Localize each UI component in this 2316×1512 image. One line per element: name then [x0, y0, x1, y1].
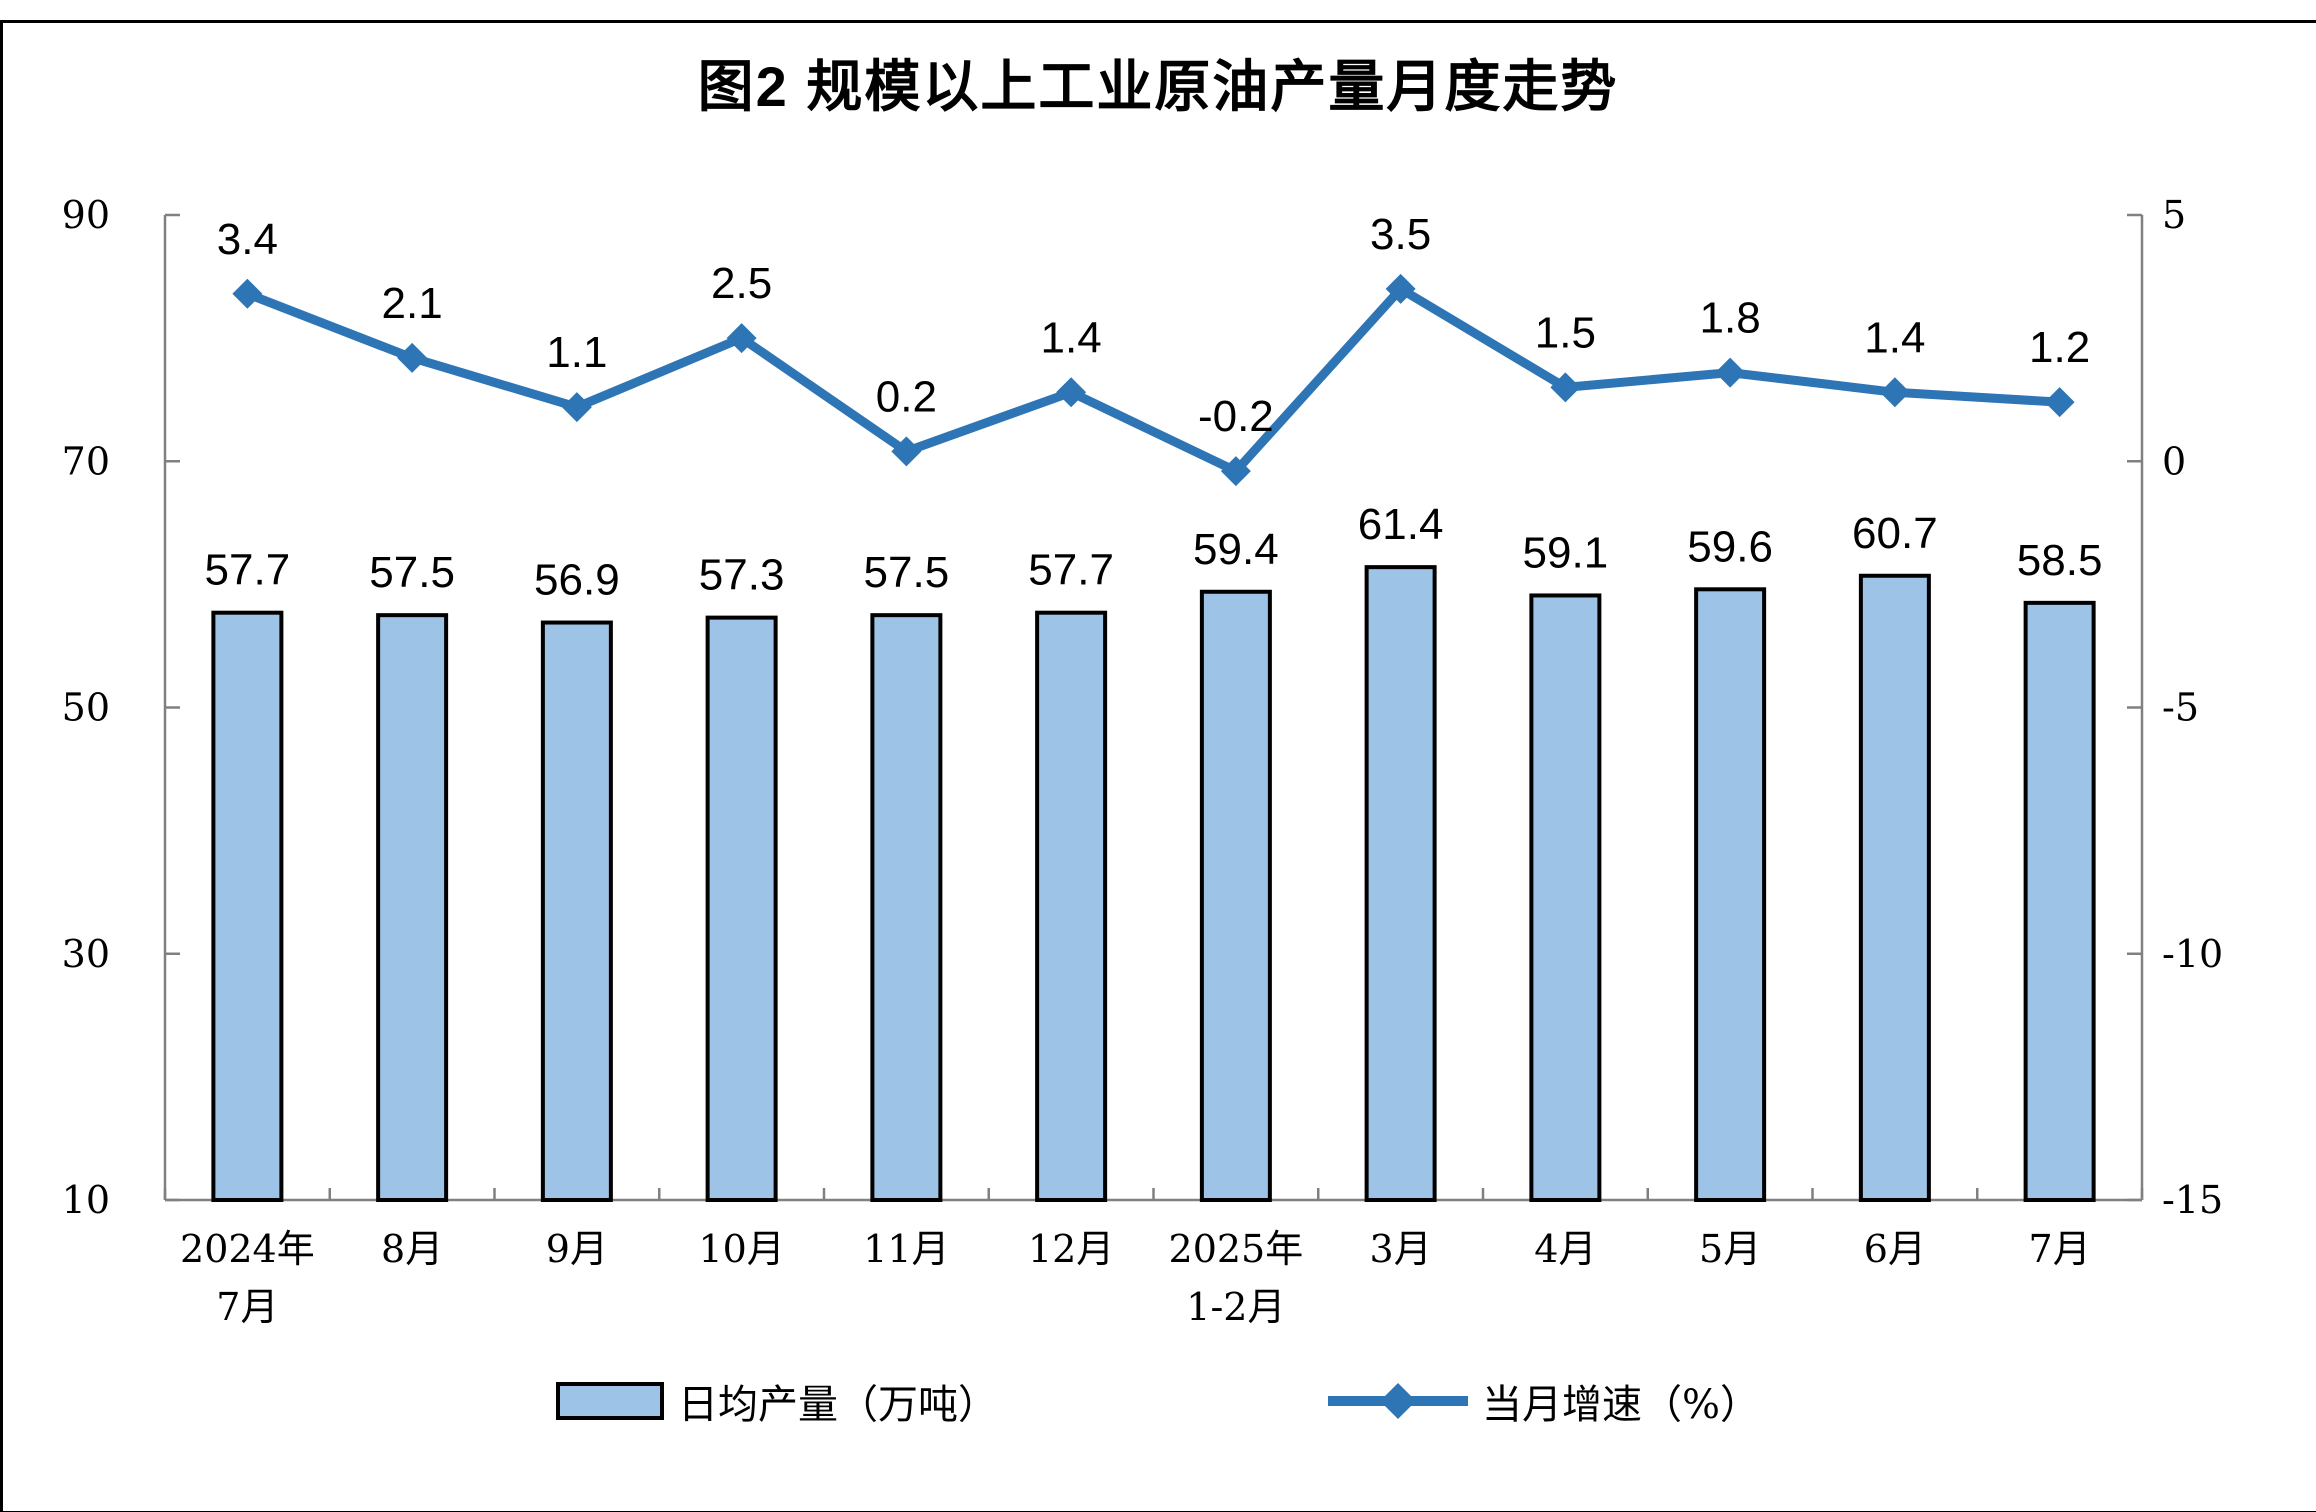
right-axis-tick-label: 0 — [2162, 439, 2186, 483]
bar-value-label: 57.5 — [864, 548, 950, 597]
x-axis-label: 11月 — [863, 1227, 949, 1271]
line-marker — [561, 392, 592, 423]
line-value-label: 1.4 — [1864, 313, 1925, 362]
line-marker — [232, 278, 263, 309]
x-axis-label: 6月 — [1864, 1227, 1926, 1271]
right-axis-tick-label: -10 — [2162, 932, 2223, 976]
line-value-label: 2.5 — [711, 259, 772, 308]
line-value-label: 3.5 — [1370, 210, 1431, 259]
line-marker — [891, 436, 922, 467]
bar — [1364, 565, 1437, 1202]
right-axis-tick-label: 5 — [2162, 193, 2186, 237]
x-axis-label: 7月 — [216, 1285, 278, 1329]
x-axis-label: 3月 — [1370, 1227, 1432, 1271]
line-marker — [1550, 372, 1581, 403]
bar-value-label: 56.9 — [534, 556, 620, 605]
x-axis-label: 2024年 — [180, 1227, 315, 1271]
bar — [1529, 593, 1602, 1202]
line-marker — [1385, 273, 1416, 304]
bar-value-label: 59.6 — [1687, 522, 1773, 571]
x-axis-label: 4月 — [1534, 1227, 1596, 1271]
x-axis-label: 10月 — [698, 1227, 784, 1271]
bar — [1199, 589, 1272, 1202]
bar-value-label: 57.5 — [369, 548, 455, 597]
line-value-label: 2.1 — [382, 279, 443, 328]
right-axis-tick-label: -15 — [2162, 1178, 2223, 1222]
line-marker — [1056, 377, 1087, 408]
bar-value-label: 60.7 — [1852, 509, 1938, 558]
bar-value-label: 57.7 — [205, 546, 291, 595]
left-axis-tick-label: 30 — [62, 932, 110, 976]
legend-label-production: 日均产量（万吨） — [677, 1382, 998, 1428]
chart-title: 图2 规模以上工业原油产量月度走势 — [697, 55, 1619, 118]
x-axis-label: 9月 — [546, 1227, 608, 1271]
bar-value-label: 57.3 — [699, 551, 785, 600]
bar-value-label: 61.4 — [1358, 500, 1444, 549]
bar — [1694, 587, 1767, 1202]
x-axis-label: 5月 — [1699, 1227, 1761, 1271]
line-value-label: 3.4 — [217, 215, 278, 264]
bar — [870, 613, 943, 1202]
bar — [2023, 600, 2096, 1202]
legend-line-swatch — [1327, 1383, 1468, 1419]
bar — [376, 613, 449, 1202]
bar — [705, 615, 778, 1202]
bar-value-label: 57.7 — [1028, 546, 1114, 595]
x-axis-label: 12月 — [1028, 1227, 1114, 1271]
line-value-label: -0.2 — [1198, 392, 1274, 441]
bar-value-label: 59.4 — [1193, 525, 1279, 574]
legend-item-growth: 当月增速（%） — [1327, 1372, 1760, 1430]
legend-label-growth: 当月增速（%） — [1481, 1382, 1760, 1428]
line-marker — [2044, 387, 2075, 418]
left-axis-tick-label: 50 — [62, 686, 110, 730]
right-axis-tick-label: -5 — [2162, 686, 2199, 730]
legend: 日均产量（万吨） 当月增速（%） — [0, 1372, 2316, 1430]
x-axis-label: 1-2月 — [1186, 1285, 1285, 1329]
bar — [1035, 610, 1108, 1202]
line-marker — [1715, 357, 1746, 388]
left-axis-tick-label: 10 — [62, 1178, 110, 1222]
left-axis-tick-label: 70 — [62, 439, 110, 483]
legend-item-production: 日均产量（万吨） — [555, 1372, 998, 1430]
bar — [1858, 573, 1931, 1202]
bar — [211, 610, 284, 1202]
line-value-label: 1.1 — [546, 328, 607, 377]
bar-value-label: 59.1 — [1523, 528, 1609, 577]
growth-line — [242, 284, 2065, 476]
line-value-label: 1.8 — [1700, 294, 1761, 343]
line-value-label: 1.2 — [2029, 323, 2090, 372]
bar — [540, 620, 613, 1202]
line-value-label: 1.4 — [1041, 313, 1102, 362]
line-marker — [397, 342, 428, 373]
legend-bar-swatch — [555, 1382, 664, 1420]
left-axis-tick-label: 90 — [62, 193, 110, 237]
line-value-label: 0.2 — [876, 372, 937, 421]
x-axis-label: 7月 — [2029, 1227, 2091, 1271]
x-axis-label: 2025年 — [1169, 1227, 1304, 1271]
line-value-label: 1.5 — [1535, 308, 1596, 357]
x-axis-label: 8月 — [381, 1227, 443, 1271]
bar-value-label: 58.5 — [2017, 536, 2103, 585]
line-marker — [1220, 456, 1251, 487]
line-marker — [1879, 377, 1910, 408]
line-marker — [726, 323, 757, 354]
